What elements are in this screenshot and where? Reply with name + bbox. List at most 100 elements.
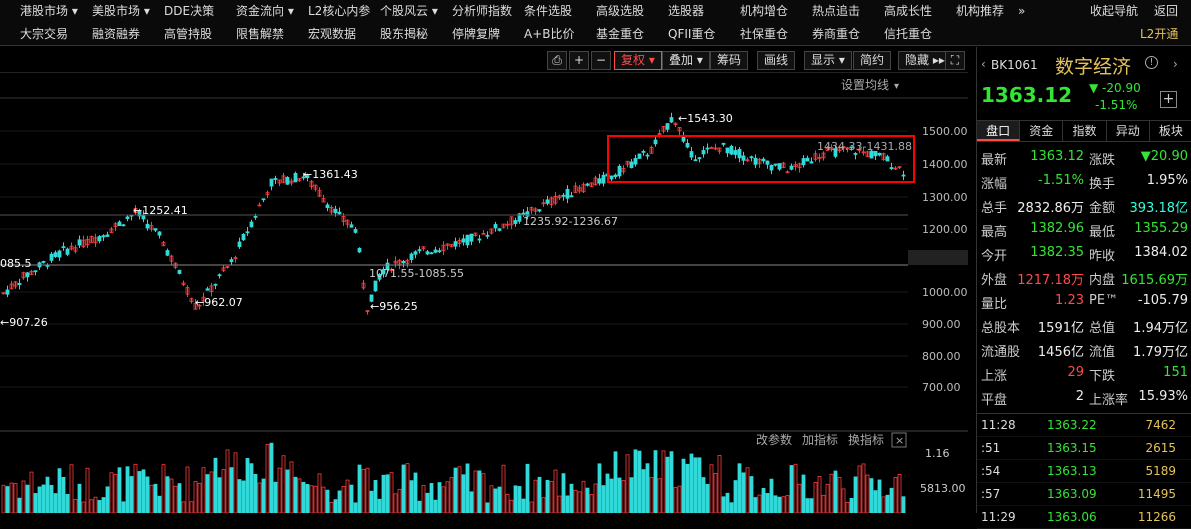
prev-stock-icon[interactable]: ‹ (981, 57, 986, 71)
nav-advanced-pick[interactable]: 高级选股 (596, 4, 645, 18)
nav-condition-pick[interactable]: 条件选股 (524, 4, 573, 18)
volume-bar (493, 488, 498, 514)
nav-dde[interactable]: DDE决策 (164, 4, 215, 18)
nav-inst-recommend[interactable]: 机构推荐 (956, 4, 1005, 18)
nav-fund-flow[interactable]: 资金流向 ▾ (236, 4, 294, 18)
hide-button[interactable]: 隐藏 ▸▸ (898, 51, 952, 70)
switch-indicator-button[interactable]: 换指标 (848, 432, 884, 447)
candle-body (685, 142, 690, 148)
ma-setting-dropdown-icon[interactable]: ▾ (894, 81, 899, 92)
annotation-1434: 1434.33-1431.88 (817, 140, 912, 153)
overlay-button[interactable]: 叠加 ▾ (662, 51, 710, 70)
volume-bar (197, 482, 202, 514)
volume-bar (297, 478, 302, 514)
nav-collapse[interactable]: 收起导航 (1090, 4, 1139, 18)
volume-bar (581, 480, 586, 514)
nav-shareholder[interactable]: 股东揭秘 (380, 27, 429, 41)
nav-unlock[interactable]: 限售解禁 (236, 27, 285, 41)
tab-pankou[interactable]: 盘口 (977, 121, 1021, 141)
nav-hk-market[interactable]: 港股市场 ▾ (20, 4, 78, 18)
candle-body (21, 272, 26, 279)
tab-yidong[interactable]: 异动 (1107, 121, 1150, 141)
nav-broker-heavy[interactable]: 券商重仓 (812, 27, 861, 41)
tab-zhishu[interactable]: 指数 (1063, 121, 1107, 141)
quote-row: 涨幅 -1.51% 换手 1.95% (977, 170, 1191, 193)
nav-trust-heavy[interactable]: 信托重仓 (884, 27, 933, 41)
stat-label: 涨跌 (1089, 153, 1116, 168)
volume-bar (897, 473, 902, 514)
volume-bar (61, 476, 66, 514)
nav-fund-heavy[interactable]: 基金重仓 (596, 27, 645, 41)
nav-more-icon[interactable]: » (1018, 4, 1026, 18)
candle-body (757, 158, 762, 164)
nav-high-growth[interactable]: 高成长性 (884, 4, 933, 18)
nav-hot-track[interactable]: 热点追击 (812, 4, 861, 18)
vol-tick-top: 1.16 (925, 447, 950, 460)
quote-panel: ‹ BK1061 数字经济 ! › 1363.12 ▼ -20.90 -1.51… (976, 47, 1191, 529)
kline-chart-area[interactable]: 1500.001400.001300.001200.001085.211000.… (0, 74, 968, 514)
volume-bar (585, 487, 590, 514)
nav-qfii-heavy[interactable]: QFII重仓 (668, 27, 716, 41)
lock-icon[interactable]: ⎙ (547, 51, 567, 70)
candle-body (669, 117, 674, 123)
nav-stock-news[interactable]: 个股风云 ▾ (380, 4, 438, 18)
quote-row: 量比 1.23 PE™ -105.79 (977, 290, 1191, 313)
nav-macro[interactable]: 宏观数据 (308, 27, 357, 41)
nav-stock-picker[interactable]: 选股器 (668, 4, 705, 18)
candle-body (849, 146, 854, 149)
nav-analyst-index[interactable]: 分析师指数 (452, 4, 513, 18)
candle-body (589, 182, 594, 187)
candle-body (797, 163, 802, 169)
candle-body (545, 199, 550, 204)
nav-social-heavy[interactable]: 社保重仓 (740, 27, 789, 41)
add-indicator-button[interactable]: 加指标 (802, 432, 838, 447)
candle-body (153, 228, 158, 231)
nav-block-trade[interactable]: 大宗交易 (20, 27, 69, 41)
stat-label: 内盘 (1089, 273, 1116, 288)
candle-body (309, 180, 314, 187)
close-indicator-icon[interactable] (891, 432, 907, 448)
add-watchlist-icon[interactable]: + (1160, 91, 1177, 108)
candle-body (561, 194, 566, 197)
kline-chart[interactable]: 1500.001400.001300.001200.001085.211000.… (0, 74, 968, 514)
ma-setting-label[interactable]: 设置均线 (841, 78, 889, 92)
close-indicator-x[interactable]: × (895, 434, 904, 447)
candle-body (353, 229, 358, 233)
draw-line-button[interactable]: 画线 (757, 51, 796, 70)
volume-bar (409, 480, 414, 514)
zoom-in-icon[interactable]: + (569, 51, 589, 70)
info-icon[interactable]: ! (1145, 56, 1158, 69)
volume-bar (153, 483, 158, 514)
zoom-out-icon[interactable]: − (591, 51, 611, 70)
candle-body (557, 195, 562, 199)
candle-body (497, 228, 502, 231)
volume-bar (53, 493, 58, 514)
tab-zijin[interactable]: 资金 (1020, 121, 1064, 141)
fuquan-button[interactable]: 复权 ▾ (614, 51, 662, 70)
display-button[interactable]: 显示 ▾ (804, 51, 852, 70)
change-params-button[interactable]: 改参数 (756, 432, 792, 447)
fullscreen-icon[interactable]: ⛶ (945, 51, 965, 70)
volume-bar (209, 471, 214, 514)
candle-body (297, 178, 302, 181)
volume-bar (449, 477, 454, 514)
chips-button[interactable]: 筹码 (710, 51, 749, 70)
candle-body (457, 240, 462, 244)
nav-ab-compare[interactable]: A+B比价 (524, 27, 575, 41)
nav-back[interactable]: 返回 (1154, 4, 1179, 18)
tab-bankuai[interactable]: 板块 (1158, 124, 1183, 138)
nav-l2-core[interactable]: L2核心内参 (308, 4, 371, 18)
stat-label: 上涨率 (1089, 393, 1129, 408)
nav-inst-increase[interactable]: 机构增仓 (740, 4, 789, 18)
nav-suspension[interactable]: 停牌复牌 (452, 27, 501, 41)
simple-button[interactable]: 简约 (853, 51, 892, 70)
candle-body (653, 139, 658, 145)
nav-margin[interactable]: 融资融券 (92, 27, 141, 41)
next-stock-icon[interactable]: › (1173, 57, 1178, 71)
volume-bar (645, 463, 650, 514)
volume-bar (349, 484, 354, 514)
nav-l2-open[interactable]: L2开通 (1140, 27, 1179, 41)
candle-body (345, 219, 350, 225)
nav-us-market[interactable]: 美股市场 ▾ (92, 4, 150, 18)
nav-exec-holding[interactable]: 高管持股 (164, 27, 213, 41)
